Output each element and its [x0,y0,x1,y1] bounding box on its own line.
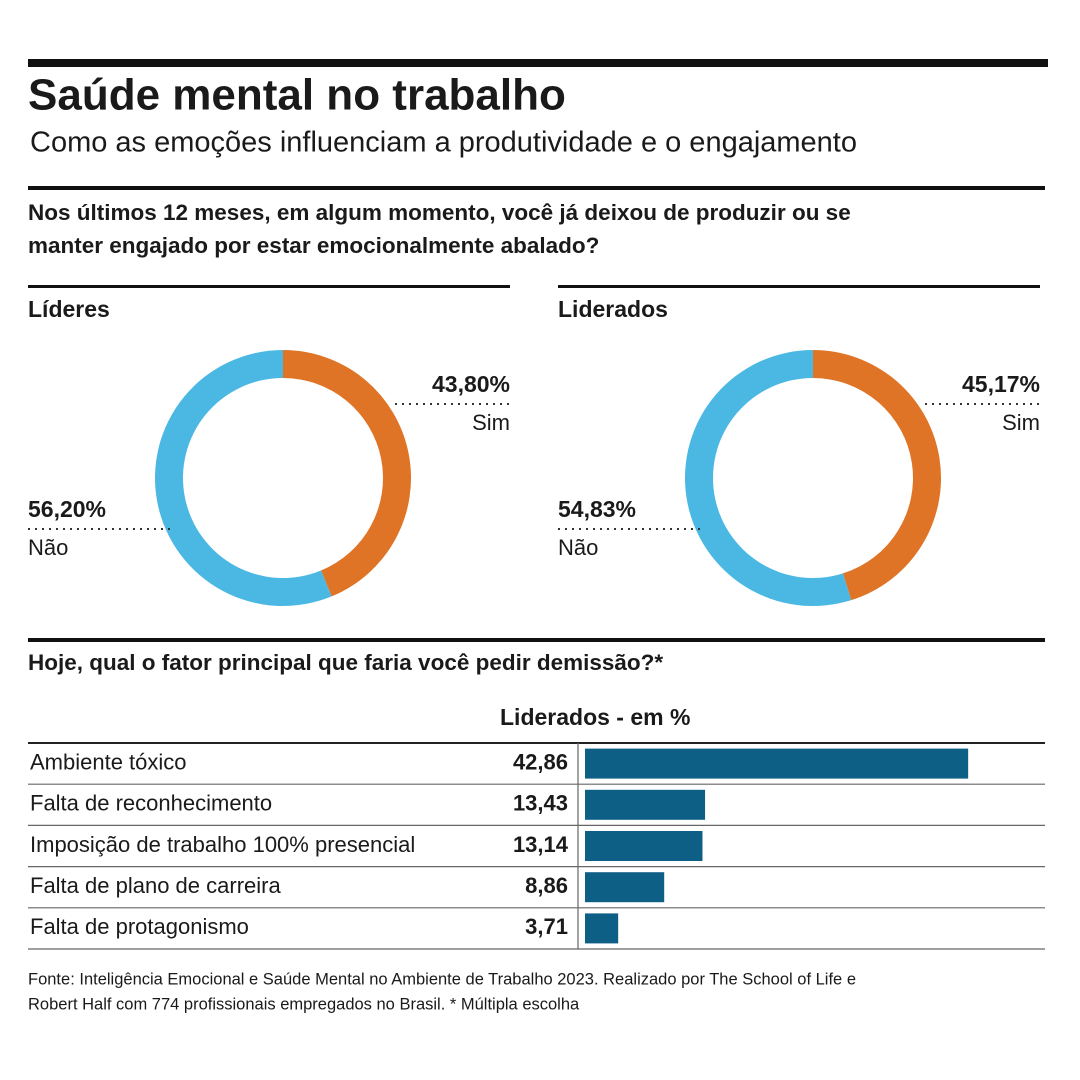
rule [28,638,1045,642]
category-label: Não [558,535,598,560]
rule [28,186,1045,190]
donut-segment [813,350,941,601]
value-label: 56,20% [28,496,106,522]
bar [585,913,619,944]
bar [585,789,706,820]
question: Nos últimos 12 meses, em algum momento, … [28,200,851,225]
top-rule [28,59,1048,67]
value-label: 8,86 [525,873,568,898]
donut-segment [283,350,412,597]
source: Fonte: Inteligência Emocional e Saúde Me… [28,970,856,988]
category-label: Sim [472,410,510,435]
value-label: 3,71 [525,914,568,939]
chart-subtitle: Liderados - em % [500,704,690,730]
donut-segment [685,350,852,606]
value-label: 13,14 [513,832,569,857]
rule [558,285,1040,288]
category-label: Sim [1002,410,1040,435]
row-label: Ambiente tóxico [30,749,187,774]
subtitle: Como as emoções influenciam a produtivid… [30,127,857,159]
question: manter engajado por estar emocionalmente… [28,233,599,258]
chart-title: Liderados [558,296,668,322]
category-label: Não [28,535,68,560]
value-label: 43,80% [432,371,510,397]
row-label: Falta de plano de carreira [30,873,281,898]
rule [28,285,510,288]
bar [585,872,665,903]
source: Robert Half com 774 profissionais empreg… [28,995,580,1013]
value-label: 13,43 [513,791,568,816]
value-label: 45,17% [962,371,1040,397]
row-label: Falta de reconhecimento [30,791,272,816]
row-label: Imposição de trabalho 100% presencial [30,832,415,857]
chart-title: Líderes [28,296,110,322]
donut-segment [155,350,332,606]
chart-title: Hoje, qual o fator principal que faria v… [28,650,663,675]
bar [585,831,703,861]
value-label: 42,86 [513,749,568,774]
value-label: 54,83% [558,496,636,522]
row-label: Falta de protagonismo [30,914,249,939]
title: Saúde mental no trabalho [28,71,566,120]
bar [585,748,969,779]
